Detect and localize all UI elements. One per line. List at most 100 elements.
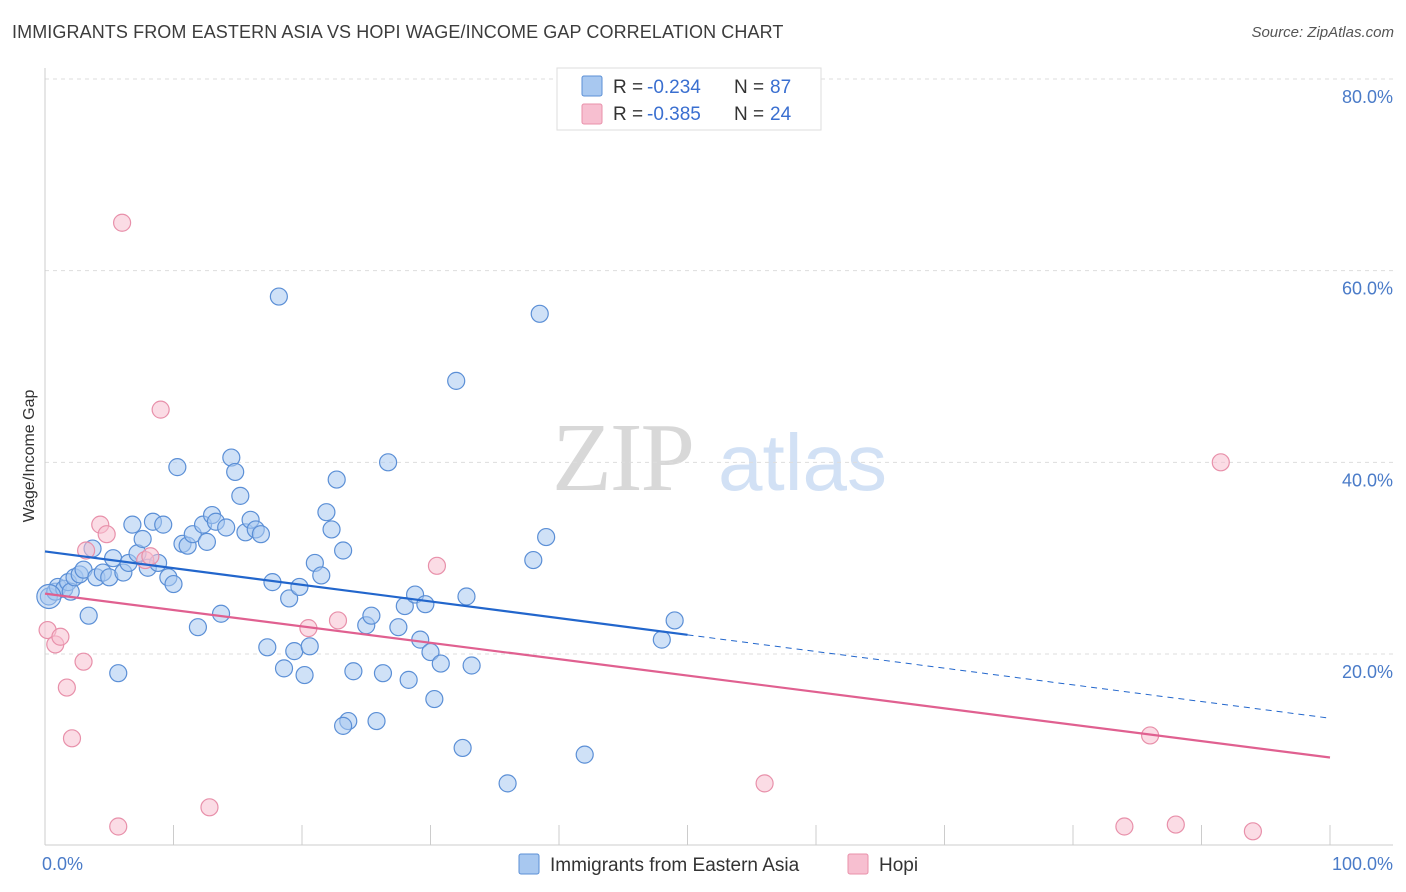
watermark-atlas: atlas <box>718 418 887 507</box>
legend-r-value-2: -0.385 <box>647 104 701 125</box>
hopi-point-4 <box>62 729 82 748</box>
legend-r-value-1: -0.234 <box>647 77 701 98</box>
eastern-asia-point-39 <box>226 462 245 482</box>
x-tick-max: 100.0% <box>1332 854 1393 874</box>
hopi-point-17 <box>427 556 447 575</box>
y-tick-labels: 20.0% 40.0% 60.0% 80.0% <box>1342 87 1393 682</box>
eastern-asia-point-37 <box>217 518 236 537</box>
eastern-asia-point-77 <box>447 371 466 390</box>
eastern-asia-point-45 <box>258 638 277 657</box>
eastern-asia-point-78 <box>453 738 472 758</box>
eastern-asia-point-82 <box>524 550 543 570</box>
eastern-asia-point-55 <box>312 566 331 585</box>
eastern-asia-point-56 <box>317 503 336 522</box>
eastern-asia-point-86 <box>652 630 671 649</box>
legend-n-label-1: N = <box>734 77 769 98</box>
eastern-asia-point-24 <box>154 515 173 534</box>
eastern-asia-point-26 <box>164 574 183 594</box>
y-axis-label: Wage/Income Gap <box>21 390 38 523</box>
eastern-asia-point-61 <box>334 716 353 735</box>
hopi-point-2 <box>51 627 70 646</box>
eastern-asia-point-50 <box>285 642 304 661</box>
eastern-asia-cluster-point <box>36 583 62 610</box>
y-tick-label-40: 40.0% <box>1342 470 1393 490</box>
legend-swatch-pink <box>581 103 603 125</box>
eastern-asia-point-64 <box>362 606 381 625</box>
legend-top: R = -0.234 N = 87 R = -0.385 N = 24 <box>556 67 822 131</box>
eastern-asia-point-33 <box>197 532 217 551</box>
eastern-asia-point-9 <box>79 606 98 625</box>
eastern-asia-point-53 <box>300 637 319 656</box>
bottom-legend-label-pink: Hopi <box>879 855 918 876</box>
source-label: Source: ZipAtlas.com <box>1251 24 1394 41</box>
eastern-asia-point-18 <box>123 515 142 534</box>
y-tick-label-80: 80.0% <box>1342 87 1393 107</box>
eastern-asia-point-87 <box>665 611 684 630</box>
y-tick-label-20: 20.0% <box>1342 662 1393 682</box>
legend-n-label-2: N = <box>734 104 769 125</box>
hopi-point-19 <box>1115 817 1134 836</box>
eastern-asia-point-83 <box>530 304 549 323</box>
x-ticks <box>44 825 1331 845</box>
grid-lines <box>45 78 1393 655</box>
series-hopi-points <box>38 213 1263 841</box>
legend-bottom: Immigrants from Eastern Asia Hopi <box>518 853 918 876</box>
eastern-asia-point-15 <box>109 664 128 683</box>
legend-r-label-1: R = <box>613 77 648 98</box>
trendlines <box>44 550 1331 759</box>
eastern-asia-point-62 <box>344 662 363 681</box>
chart-title: IMMIGRANTS FROM EASTERN ASIA VS HOPI WAG… <box>12 22 784 42</box>
hopi-point-6 <box>77 541 96 560</box>
hopi-point-9 <box>109 817 128 836</box>
eastern-asia-point-59 <box>334 541 353 560</box>
eastern-asia-point-73 <box>416 595 435 614</box>
hopi-point-23 <box>1243 822 1263 841</box>
hopi-point-22 <box>1211 453 1230 472</box>
eastern-asia-point-20 <box>133 529 152 549</box>
eastern-asia-point-70 <box>399 670 418 689</box>
eastern-asia-point-66 <box>373 664 393 683</box>
eastern-asia-point-49 <box>280 589 299 608</box>
bottom-legend-swatch-pink <box>847 853 869 875</box>
eastern-asia-point-75 <box>425 689 444 709</box>
hopi-point-10 <box>112 213 132 232</box>
eastern-asia-point-48 <box>274 659 294 678</box>
trendline-eastern-asia-dashed <box>687 634 1331 719</box>
eastern-asia-point-47 <box>269 287 288 306</box>
trendline-eastern-asia-solid <box>44 550 688 636</box>
eastern-asia-point-44 <box>251 525 270 544</box>
hopi-point-18 <box>755 774 774 793</box>
eastern-asia-point-27 <box>168 458 187 477</box>
eastern-asia-point-67 <box>378 453 398 472</box>
eastern-asia-point-76 <box>431 654 450 673</box>
eastern-asia-point-80 <box>462 656 481 675</box>
eastern-asia-point-58 <box>327 470 346 489</box>
legend-n-value-1: 87 <box>770 77 791 98</box>
eastern-asia-point-51 <box>290 577 309 597</box>
hopi-point-12 <box>141 547 160 566</box>
hopi-point-3 <box>57 678 76 697</box>
watermark: ZIP atlas <box>552 404 887 512</box>
x-tick-min: 0.0% <box>42 854 83 874</box>
eastern-asia-point-84 <box>537 527 556 547</box>
eastern-asia-point-79 <box>457 587 476 606</box>
hopi-point-21 <box>1166 815 1185 834</box>
hopi-point-16 <box>328 611 348 630</box>
series-eastern-asia-points <box>36 287 684 793</box>
hopi-point-5 <box>74 652 93 671</box>
bottom-legend-swatch-blue <box>518 853 540 875</box>
bottom-legend-label-blue: Immigrants from Eastern Asia <box>550 855 800 876</box>
eastern-asia-point-14 <box>104 549 123 568</box>
eastern-asia-point-57 <box>322 520 341 539</box>
eastern-asia-point-31 <box>188 618 208 637</box>
eastern-asia-point-81 <box>498 774 517 793</box>
watermark-zip: ZIP <box>552 404 693 512</box>
legend-r-label-2: R = <box>613 104 648 125</box>
trendline-hopi <box>44 592 1331 759</box>
eastern-asia-point-36 <box>211 604 231 623</box>
eastern-asia-point-85 <box>575 745 594 764</box>
eastern-asia-point-68 <box>389 618 408 637</box>
eastern-asia-point-65 <box>367 711 386 731</box>
legend-n-value-2: 24 <box>770 104 792 125</box>
hopi-point-13 <box>151 400 170 419</box>
